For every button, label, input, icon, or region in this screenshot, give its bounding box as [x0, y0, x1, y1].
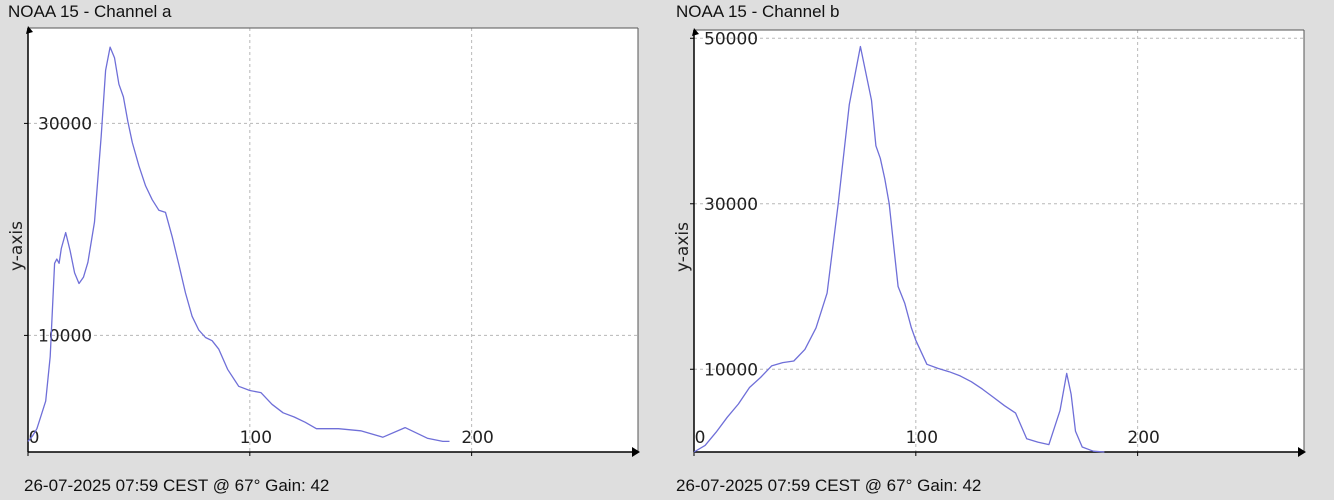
y-tick-label: 30000 — [38, 114, 92, 134]
chart-title: NOAA 15 - Channel b — [676, 2, 840, 21]
x-tick-label: 200 — [1127, 428, 1159, 448]
y-axis-arrow — [26, 26, 33, 34]
y-tick-label: 30000 — [704, 195, 758, 215]
chart-panel-a: NOAA 15 - Channel a 0 100 200 10000 30000 y-a… — [0, 0, 660, 500]
x-tick-label: 0 — [695, 428, 706, 448]
plot-area — [694, 30, 1304, 452]
y-tick-label: 10000 — [704, 360, 758, 380]
x-axis-arrow — [632, 447, 640, 457]
chart-footer: 26-07-2025 07:59 CEST @ 67° Gain: 42 — [24, 476, 330, 495]
x-tick-label: 200 — [461, 428, 493, 448]
plot-area — [28, 28, 638, 452]
chart-panel-b: NOAA 15 - Channel b 0 100 200 10000 30000 500… — [668, 0, 1334, 500]
x-tick-label: 0 — [29, 428, 40, 448]
x-tick-label: 100 — [906, 428, 938, 448]
chart-title: NOAA 15 - Channel a — [8, 2, 172, 21]
y-axis-label: y-axis — [7, 221, 27, 271]
x-axis-arrow — [1298, 447, 1306, 457]
chart-footer: 26-07-2025 07:59 CEST @ 67° Gain: 42 — [676, 476, 982, 495]
line-chart-channel-a: 0 100 200 10000 30000 y-axis — [7, 26, 640, 457]
series-line — [27, 46, 450, 443]
line-chart-channel-b: 0 100 200 10000 30000 50000 y-axis — [673, 28, 1306, 457]
y-axis-arrow — [692, 28, 699, 36]
x-tick-label: 100 — [240, 428, 272, 448]
y-tick-label: 50000 — [704, 29, 758, 49]
y-axis-label: y-axis — [673, 222, 693, 272]
series-line — [693, 45, 1105, 453]
y-tick-label: 10000 — [38, 326, 92, 346]
